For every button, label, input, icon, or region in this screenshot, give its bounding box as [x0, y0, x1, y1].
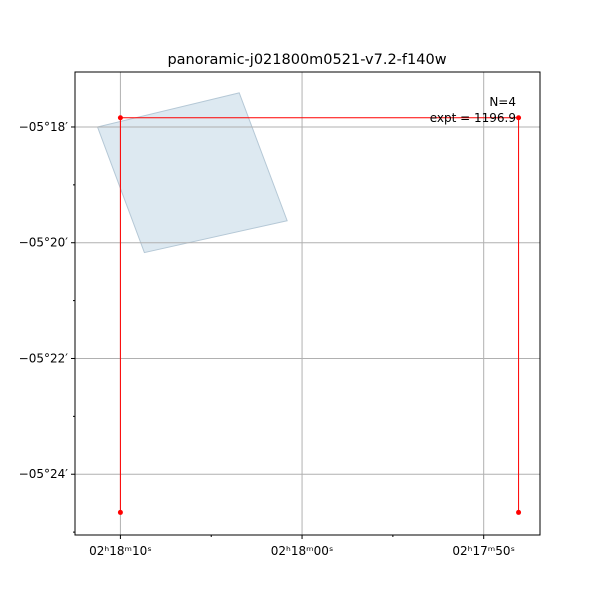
- chart-title: panoramic-j021800m0521-v7.2-f140w: [167, 52, 446, 68]
- footprint: [96, 92, 288, 254]
- path-point: [117, 115, 123, 121]
- path-point: [516, 115, 522, 121]
- path-point: [516, 509, 522, 515]
- y-tick-label: −05°22′: [19, 351, 69, 365]
- y-tick-label: −05°18′: [19, 120, 69, 134]
- annotation: N=4: [489, 95, 516, 109]
- path-point: [117, 509, 123, 515]
- plot-frame: [74, 71, 541, 536]
- y-tick-label: −05°20′: [19, 236, 69, 250]
- annotation: expt = 1196.9: [430, 111, 516, 125]
- y-tick-label: −05°24′: [19, 467, 69, 481]
- x-tick-label: 02ʰ17ᵐ50ˢ: [452, 544, 515, 558]
- x-tick-label: 02ʰ18ᵐ10ˢ: [89, 544, 152, 558]
- x-tick-label: 02ʰ18ᵐ00ˢ: [271, 544, 334, 558]
- path-line: [119, 117, 520, 513]
